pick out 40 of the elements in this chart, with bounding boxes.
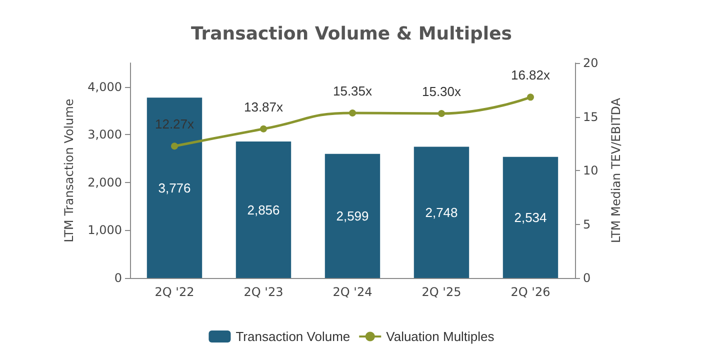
y2-axis-title: LTM Median TEV/EBITDA [609,97,623,244]
point [260,125,267,132]
point [171,142,178,150]
data-label: 13.87x [244,99,284,114]
data-label: 2,599 [336,208,369,224]
data-label: 2,856 [247,202,280,218]
y-tick-label: 0 [114,271,122,285]
bar [414,146,470,278]
legend-label: Valuation Multiples [386,329,495,344]
data-label: 2,748 [425,204,458,220]
y2-tick-label: 15 [583,110,598,124]
chart-title: Transaction Volume & Multiples [190,24,512,44]
point [349,109,356,116]
y-tick-label: 2,000 [88,175,122,190]
y-axis-title: LTM Transaction Volume [62,98,76,242]
x-tick-label: 2Q '23 [244,285,284,299]
y2-tick-label: 0 [583,271,591,285]
bar [502,156,558,278]
bar [324,154,380,278]
point [438,110,445,118]
data-label: 12.27x [154,116,195,132]
data-label: 2,534 [514,210,547,225]
x-tick-label: 2Q '25 [422,285,462,299]
y2-tick-label: 10 [583,164,598,178]
legend-label: Transaction Volume [236,329,350,344]
data-label: 15.30x [422,84,462,100]
bar [146,98,202,278]
data-label: 15.35x [332,83,373,98]
y-tick-label: 4,000 [88,80,122,94]
bar [236,142,292,278]
y-tick-label: 3,000 [88,128,122,142]
y2-tick-label: 5 [583,217,591,232]
x-tick-label: 2Q '22 [154,285,194,299]
data-label: 16.82x [510,68,551,83]
x-tick-label: 2Q '24 [332,285,372,299]
point [527,94,534,101]
data-label: 3,776 [158,180,191,196]
y-tick-label: 1,000 [88,223,122,238]
y2-tick-label: 20 [583,56,598,70]
x-tick-label: 2Q '26 [510,285,550,299]
